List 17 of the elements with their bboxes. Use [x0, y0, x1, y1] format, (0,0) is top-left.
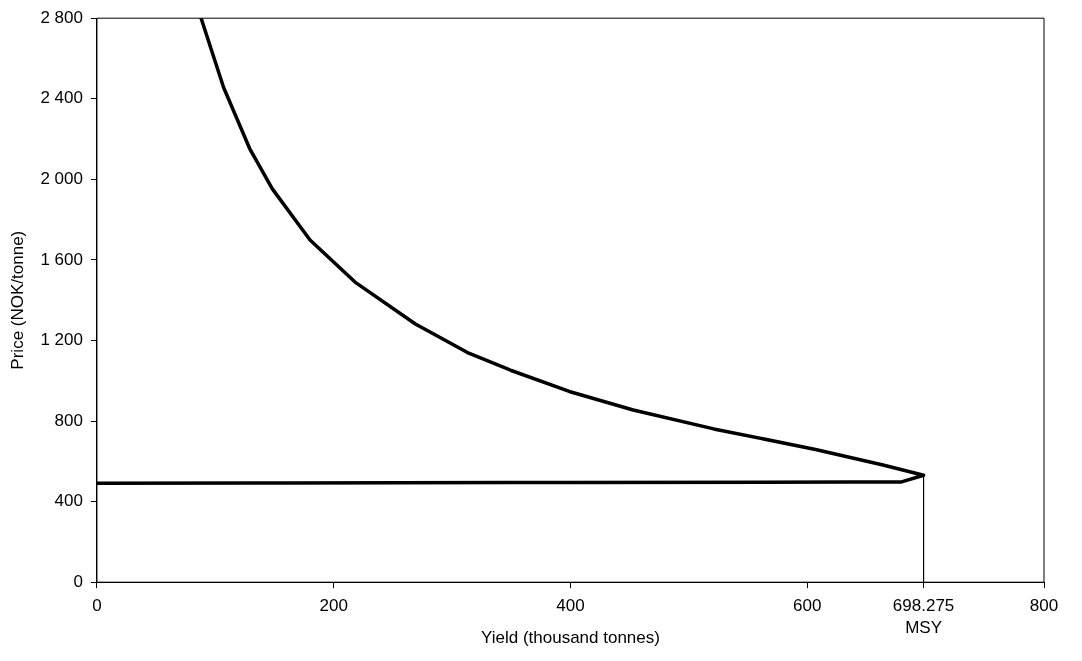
y-tick-label: 2 800 — [40, 7, 83, 27]
x-tick-label: 600 — [793, 596, 822, 616]
y-tick-label: 1 600 — [40, 249, 83, 269]
y-axis-title: Price (NOK/tonne) — [7, 230, 27, 370]
x-tick-label: 800 — [1029, 596, 1059, 616]
y-tick-label: 2 400 — [40, 88, 83, 108]
ref-line-label: MSY — [905, 618, 942, 638]
y-tick-label: 1 200 — [40, 330, 83, 350]
x-axis-title: Yield (thousand tonnes) — [481, 628, 660, 648]
x-tick-label: 200 — [319, 596, 348, 616]
y-tick-label: 400 — [54, 491, 83, 511]
x-tick-label: 0 — [92, 596, 102, 616]
x-tick-label: 400 — [556, 596, 585, 616]
x-tick-label: 698.275 — [892, 596, 955, 616]
y-tick-label: 0 — [73, 571, 83, 591]
y-tick-label: 2 000 — [40, 169, 83, 189]
y-tick-label: 800 — [54, 410, 83, 430]
